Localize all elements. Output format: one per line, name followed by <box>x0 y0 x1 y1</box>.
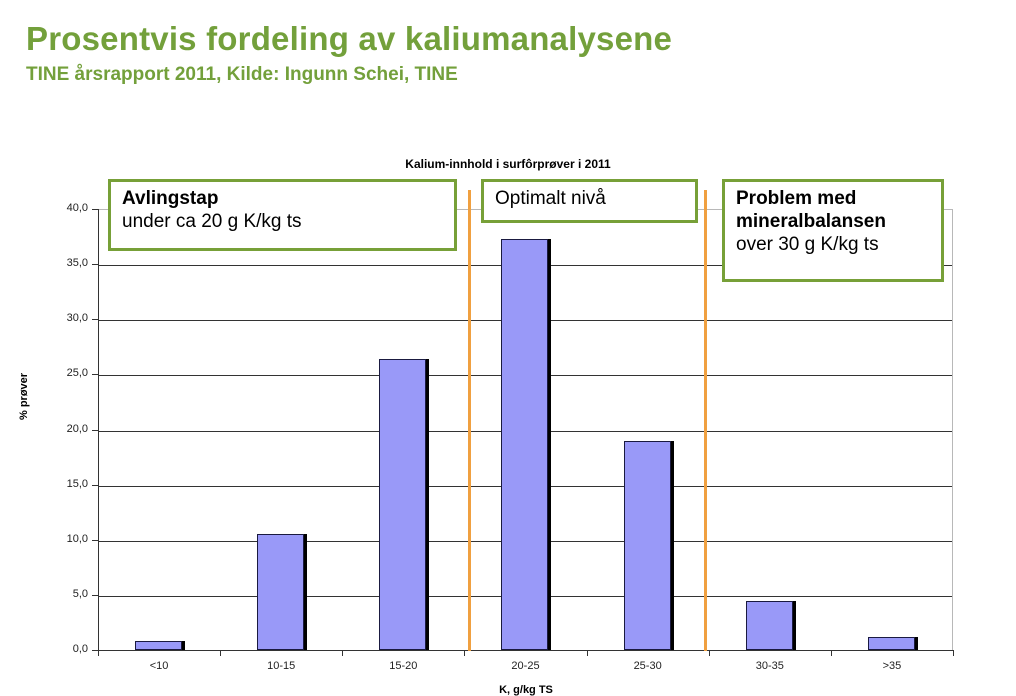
bar-25-30 <box>623 440 671 650</box>
x-tick <box>830 650 832 656</box>
page-title: Prosentvis fordeling av kaliumanalysene <box>26 20 673 57</box>
y-tick <box>92 209 98 210</box>
y-tick <box>92 594 98 596</box>
annotation-crop-loss-heading: Avlingstap <box>122 188 219 209</box>
y-tick <box>92 650 98 651</box>
x-axis <box>92 650 954 651</box>
x-tick <box>586 650 588 656</box>
threshold-line-20 <box>468 190 471 651</box>
annotation-crop-loss: Avlingstap under ca 20 g K/kg ts <box>108 179 457 251</box>
y-tick-label: 10,0 <box>66 532 88 545</box>
y-tick <box>92 429 98 431</box>
x-tick <box>464 650 466 656</box>
annotation-optimal: Optimalt nivå <box>481 179 698 223</box>
bar-<10 <box>135 641 182 650</box>
y-tick <box>92 319 98 321</box>
y-tick <box>92 374 98 376</box>
x-axis-title: K, g/kg TS <box>499 684 553 696</box>
annotation-mineral-heading-2: mineralbalansen <box>736 211 886 232</box>
page-subtitle: TINE årsrapport 2011, Kilde: Ingunn Sche… <box>26 64 458 85</box>
annotation-mineral-text: over 30 g K/kg ts <box>736 234 879 255</box>
y-tick-label: 30,0 <box>66 312 88 325</box>
threshold-line-30 <box>704 190 707 651</box>
y-tick-label: 5,0 <box>72 587 88 600</box>
x-tick-label: <10 <box>149 660 169 672</box>
y-tick-label: 20,0 <box>66 422 88 435</box>
y-tick <box>92 484 98 486</box>
y-tick-label: 15,0 <box>66 477 88 490</box>
y-tick-label: 35,0 <box>66 257 88 270</box>
y-tick-label: 40,0 <box>66 202 88 214</box>
x-tick <box>708 650 710 656</box>
annotation-crop-loss-text: under ca 20 g K/kg ts <box>122 211 302 232</box>
bar-15-20 <box>379 358 427 650</box>
chart-title: Kalium-innhold i surfôrprøver i 2011 <box>405 157 611 171</box>
y-axis-title: % prøver <box>18 372 30 420</box>
x-tick-label: 10-15 <box>267 660 296 672</box>
x-tick <box>953 650 954 656</box>
y-axis <box>98 209 99 651</box>
x-tick-label: 25-30 <box>633 660 662 672</box>
y-tick-label: 25,0 <box>66 367 88 380</box>
bar-30-35 <box>745 601 793 650</box>
x-tick-label: 15-20 <box>389 660 418 672</box>
x-tick-label: >35 <box>882 660 902 672</box>
bar-10-15 <box>257 534 305 650</box>
x-tick <box>220 650 222 656</box>
bar-20-25 <box>501 238 549 650</box>
annotation-optimal-text: Optimalt nivå <box>495 188 606 209</box>
annotation-mineral-balance: Problem med mineralbalansen over 30 g K/… <box>722 179 944 282</box>
y-tick <box>92 539 98 541</box>
y-tick <box>92 264 98 266</box>
bar->35 <box>867 636 915 650</box>
x-tick <box>98 650 99 656</box>
x-tick <box>342 650 344 656</box>
annotation-mineral-heading-1: Problem med <box>736 188 857 209</box>
y-tick-label: 0,0 <box>72 643 88 655</box>
x-tick-label: 30-35 <box>755 660 784 672</box>
x-tick-label: 20-25 <box>511 660 540 672</box>
